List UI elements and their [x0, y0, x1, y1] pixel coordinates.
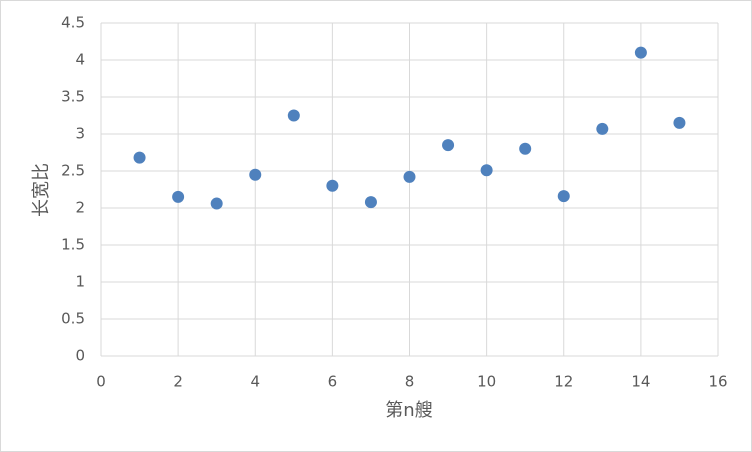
point — [249, 168, 262, 181]
point — [133, 151, 146, 164]
y-tick-label: 4.5 — [61, 14, 85, 32]
y-tick-label: 4 — [75, 51, 85, 69]
x-tick-label: 12 — [554, 373, 573, 391]
x-tick-label: 10 — [477, 373, 496, 391]
point — [442, 139, 455, 152]
point — [480, 164, 493, 177]
x-tick-label: 14 — [631, 373, 650, 391]
point — [403, 170, 416, 183]
x-axis-label: 第n艘 — [385, 400, 432, 421]
y-tick-label: 0 — [75, 347, 85, 365]
point — [634, 46, 647, 59]
point — [326, 179, 339, 192]
point — [287, 109, 300, 122]
point — [210, 197, 223, 210]
y-tick-label: 0.5 — [61, 310, 85, 328]
point — [519, 142, 532, 155]
x-tick-label: 16 — [708, 373, 727, 391]
point — [557, 190, 570, 203]
y-axis-label: 长宽比 — [31, 163, 52, 217]
x-tick-label: 6 — [328, 373, 338, 391]
y-tick-label: 1.5 — [61, 236, 85, 254]
point — [364, 196, 377, 209]
x-tick-label: 2 — [173, 373, 183, 391]
point — [172, 190, 185, 203]
y-tick-label: 3 — [75, 125, 85, 143]
y-tick-label: 1 — [75, 273, 85, 291]
x-tick-label: 8 — [405, 373, 415, 391]
y-tick-label: 2 — [75, 199, 85, 217]
point — [673, 116, 686, 129]
y-tick-label: 3.5 — [61, 88, 85, 106]
point — [596, 122, 609, 135]
y-tick-label: 2.5 — [61, 162, 85, 180]
x-tick-label: 0 — [96, 373, 106, 391]
x-tick-label: 4 — [250, 373, 260, 391]
